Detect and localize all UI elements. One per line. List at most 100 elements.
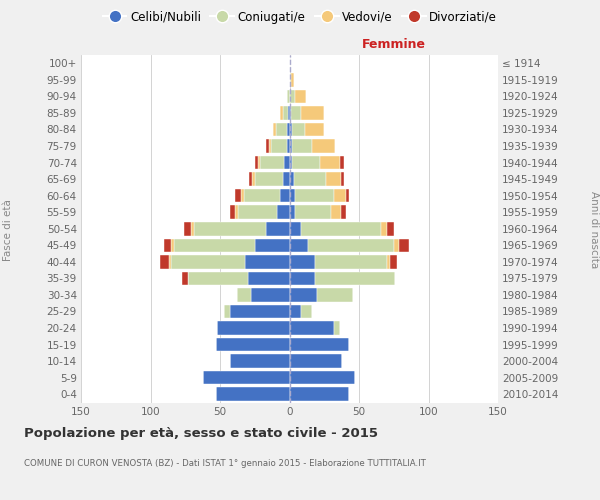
Bar <box>275 122 287 136</box>
Bar <box>266 222 290 235</box>
Bar <box>172 238 174 252</box>
Bar <box>301 304 312 318</box>
Bar <box>216 338 290 351</box>
Bar <box>291 73 293 86</box>
Bar <box>280 106 283 120</box>
Bar <box>277 206 290 219</box>
Bar <box>191 222 194 235</box>
Bar <box>280 189 290 202</box>
Bar <box>387 222 394 235</box>
Text: Anni di nascita: Anni di nascita <box>589 192 599 268</box>
Text: Maschi: Maschi <box>0 38 1 51</box>
Bar <box>293 172 326 186</box>
Text: Fasce di età: Fasce di età <box>3 199 13 261</box>
Bar <box>257 156 260 170</box>
Bar <box>203 371 290 384</box>
Bar <box>292 122 305 136</box>
Bar <box>244 189 280 202</box>
Bar <box>341 206 346 219</box>
Text: Popolazione per età, sesso e stato civile - 2015: Popolazione per età, sesso e stato civil… <box>24 428 378 440</box>
Bar <box>217 322 290 335</box>
Bar <box>172 255 245 268</box>
Bar <box>314 255 387 268</box>
Bar <box>290 139 292 153</box>
Bar <box>184 222 191 235</box>
Bar <box>292 139 312 153</box>
Bar <box>290 189 295 202</box>
Bar <box>216 388 290 401</box>
Bar <box>290 222 301 235</box>
Bar <box>230 206 235 219</box>
Bar <box>381 222 387 235</box>
Bar <box>326 172 341 186</box>
Bar <box>235 189 241 202</box>
Bar <box>290 122 292 136</box>
Bar <box>331 206 341 219</box>
Bar <box>312 139 335 153</box>
Bar <box>394 238 400 252</box>
Bar <box>260 156 284 170</box>
Bar <box>255 172 283 186</box>
Bar <box>334 189 346 202</box>
Bar <box>290 206 295 219</box>
Bar <box>251 288 290 302</box>
Bar <box>283 106 288 120</box>
Bar <box>290 322 334 335</box>
Bar <box>290 388 349 401</box>
Bar <box>255 156 257 170</box>
Bar <box>292 156 320 170</box>
Bar <box>266 139 269 153</box>
Bar <box>238 206 277 219</box>
Legend: Celibi/Nubili, Coniugati/e, Vedovi/e, Divorziati/e: Celibi/Nubili, Coniugati/e, Vedovi/e, Di… <box>98 6 502 28</box>
Bar <box>290 238 308 252</box>
Bar <box>248 272 290 285</box>
Bar <box>290 288 317 302</box>
Bar <box>317 288 353 302</box>
Bar <box>236 288 251 302</box>
Bar <box>287 122 290 136</box>
Text: Femmine: Femmine <box>362 38 426 51</box>
Bar <box>182 272 188 285</box>
Bar <box>290 272 314 285</box>
Bar <box>340 156 344 170</box>
Bar <box>290 338 349 351</box>
Bar <box>290 255 314 268</box>
Text: COMUNE DI CURON VENOSTA (BZ) - Dati ISTAT 1° gennaio 2015 - Elaborazione TUTTITA: COMUNE DI CURON VENOSTA (BZ) - Dati ISTA… <box>24 459 426 468</box>
Bar <box>194 222 266 235</box>
Bar <box>305 122 324 136</box>
Bar <box>230 304 290 318</box>
Bar <box>290 304 301 318</box>
Bar <box>287 139 290 153</box>
Bar <box>290 90 295 103</box>
Bar <box>283 172 290 186</box>
Bar <box>235 206 238 219</box>
Bar <box>252 172 255 186</box>
Bar <box>387 255 389 268</box>
Bar <box>291 106 301 120</box>
Bar <box>295 90 306 103</box>
Bar <box>301 106 324 120</box>
Bar <box>314 272 395 285</box>
Bar <box>341 172 344 186</box>
Bar <box>301 222 381 235</box>
Bar <box>249 172 252 186</box>
Bar <box>269 139 271 153</box>
Bar <box>295 206 331 219</box>
Bar <box>290 106 291 120</box>
Bar <box>188 272 248 285</box>
Bar <box>400 238 409 252</box>
Bar <box>287 90 290 103</box>
Bar <box>169 255 172 268</box>
Bar <box>290 354 343 368</box>
Bar <box>241 189 244 202</box>
Bar <box>230 354 290 368</box>
Bar <box>271 139 287 153</box>
Bar <box>273 122 275 136</box>
Bar <box>160 255 169 268</box>
Bar <box>174 238 255 252</box>
Bar <box>346 189 349 202</box>
Bar <box>290 156 292 170</box>
Bar <box>245 255 290 268</box>
Bar <box>290 73 291 86</box>
Bar <box>224 304 230 318</box>
